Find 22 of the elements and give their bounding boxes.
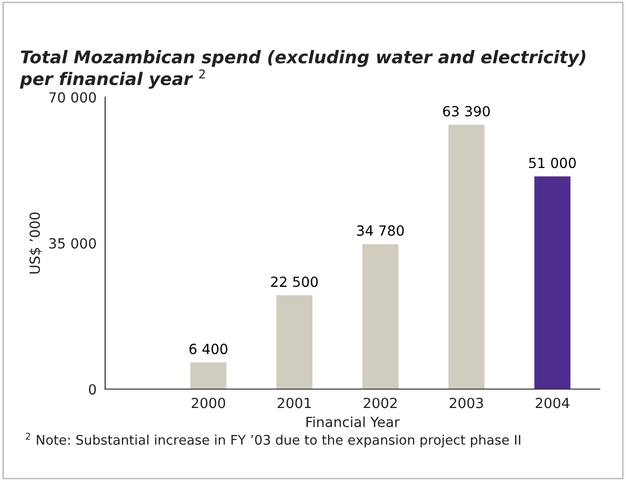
y-tick-label: 70 000 [49, 92, 96, 103]
x-axis-title: Financial Year [306, 416, 400, 428]
y-axis-title: US$ ’000 [29, 212, 42, 274]
x-tick-label: 2002 [364, 398, 397, 408]
y-tick-label: 35 000 [49, 238, 96, 249]
bar [362, 244, 398, 390]
text: $^{2}$ Note: Substantial increase in FY ’03 due to the expansion project phase II [26, 432, 520, 448]
bar [190, 362, 226, 390]
x-tick-label: 2000 [192, 398, 226, 408]
bar [534, 176, 570, 390]
data-label: 6 400 [189, 344, 228, 354]
data-label: 22 500 [271, 276, 318, 288]
x-tick-label: 2004 [536, 398, 570, 408]
x-tick-label: 2003 [450, 398, 483, 408]
bar [448, 124, 484, 390]
bar [276, 295, 312, 390]
data-label: 51 000 [529, 158, 576, 168]
chart-title: Total Mozambican spend (excluding water and electricity) per financial year $^{2}$ [20, 50, 586, 89]
data-label: 63 390 [443, 106, 490, 116]
data-label: 34 780 [357, 225, 404, 236]
y-tick-label: 0 [88, 384, 96, 395]
x-tick-label: 2001 [278, 398, 311, 408]
